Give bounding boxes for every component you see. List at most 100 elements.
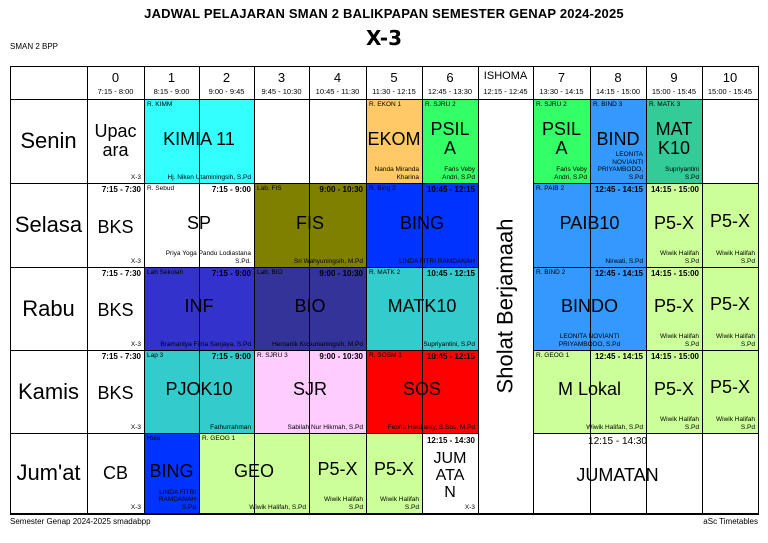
lesson-cell[interactable]: P5-X Wiwik Halifah S.Pd bbox=[366, 433, 422, 513]
grid-line bbox=[10, 433, 479, 434]
lesson-subject: SJR bbox=[254, 380, 366, 399]
lesson-cell[interactable]: R. KIMM KIMIA 11 Hj. Niken Utaminingsih, S… bbox=[144, 99, 254, 183]
grid-line bbox=[533, 66, 534, 514]
lesson-subject: P5-X bbox=[373, 458, 415, 479]
lesson-subject: P5-X bbox=[317, 458, 358, 479]
lesson-cell[interactable]: 14:15 - 15:00 P5-X Wiwik Halifah S.Pd bbox=[646, 350, 702, 433]
lesson-teacher: Bramantya Fitria Sanjaya, S.Pd bbox=[160, 340, 251, 348]
lesson-cell[interactable]: 14:15 - 15:00 P5-X Wiwik Halifah S.Pd bbox=[646, 267, 702, 350]
lesson-time: 10:45 - 12:15 bbox=[426, 352, 475, 361]
lesson-subject: JUMATAN bbox=[576, 464, 659, 485]
lesson-cell[interactable]: P5-X Wiwik Halifah S.Pd bbox=[702, 183, 758, 267]
lesson-time: 10:45 - 12:15 bbox=[426, 269, 475, 278]
footer-left: Semester Genap 2024-2025 smadabpp bbox=[10, 517, 151, 526]
day-label: Senin bbox=[20, 128, 77, 153]
lesson-time: 9:00 - 10:30 bbox=[319, 185, 363, 194]
footer-right: aSc Timetables bbox=[703, 517, 758, 526]
lesson-room: R. SOSM 1 bbox=[369, 352, 402, 359]
period-time: 9:00 - 9:45 bbox=[208, 87, 245, 96]
lesson-subject: BIO bbox=[254, 297, 366, 316]
period-time: 9:45 - 10:30 bbox=[261, 87, 302, 96]
lesson-cell[interactable]: 7:15 - 7:30 BKS X-3 bbox=[87, 350, 144, 433]
lesson-subject: P5-X bbox=[653, 379, 695, 399]
lesson-cell[interactable]: 12:15 - 14:30 JUM ATA N X-3 bbox=[422, 433, 478, 513]
period-number: 2 bbox=[222, 70, 231, 85]
lesson-subject: P5-X bbox=[709, 294, 751, 314]
lesson-subject: M Lokal bbox=[557, 379, 622, 399]
period-time: 8:15 - 9:00 bbox=[153, 87, 190, 96]
period-header: 10 15:00 - 15:45 bbox=[702, 66, 758, 99]
grid-line bbox=[10, 183, 479, 184]
lesson-time: 14:15 - 15:00 bbox=[650, 185, 699, 194]
lesson-room: Hula bbox=[147, 435, 161, 442]
lesson-time: 12:15 - 14:30 bbox=[426, 436, 475, 445]
lesson-room: R. BIND 2 bbox=[536, 269, 566, 276]
lesson-teacher: Faris Veby Andri, S.Pd bbox=[554, 166, 587, 181]
lesson-room: Lab. BIO bbox=[257, 269, 283, 276]
lesson-subject: BINDO bbox=[533, 297, 646, 316]
period-number: 1 bbox=[167, 70, 176, 85]
lesson-cell[interactable]: R. SJRU 2 PSIL A Faris Veby Andri, S.Pd bbox=[422, 99, 478, 183]
lesson-cell[interactable]: 7:15 - 7:30 BKS X-3 bbox=[87, 267, 144, 350]
class-tag: X-3 bbox=[130, 423, 141, 431]
lesson-subject: BING bbox=[399, 212, 444, 233]
grid-line bbox=[199, 66, 200, 514]
lesson-subject: P5-X bbox=[653, 212, 695, 233]
lesson-subject: BKS bbox=[97, 383, 134, 403]
lesson-subject: BKS bbox=[97, 300, 134, 320]
grid-line bbox=[702, 66, 703, 514]
grid-line bbox=[87, 66, 88, 514]
lesson-cell[interactable]: 12:15 - 14:30 JUMATAN bbox=[533, 433, 702, 513]
lesson-subject: EKOM bbox=[367, 128, 421, 149]
grid-line bbox=[144, 66, 145, 514]
lesson-cell[interactable]: Lab. BIO 9:00 - 10:30 BIO Hernanik Kusumani… bbox=[254, 267, 366, 350]
period-header: 6 12:45 - 13:30 bbox=[422, 66, 478, 99]
lesson-cell[interactable]: R. BIND 2 12:45 - 14:15 BINDO LEONITA NOVIA… bbox=[533, 267, 646, 350]
lesson-teacher: Wiwik Halifah S.Pd bbox=[715, 250, 755, 265]
lesson-subject: SOS bbox=[402, 379, 441, 399]
lesson-cell[interactable]: R. SJRU 2 PSIL A Faris Veby Andri, S.Pd bbox=[533, 99, 590, 183]
lesson-time: 7:15 - 9:00 bbox=[211, 269, 251, 278]
period-header: 7 13:30 - 14:15 bbox=[533, 66, 590, 99]
lesson-room: R. KIMM bbox=[147, 101, 173, 108]
lesson-cell[interactable]: 14:15 - 15:00 P5-X Wiwik Halifah S.Pd bbox=[646, 183, 702, 267]
lesson-cell[interactable]: R. EKON 1 EKOM Nanda Miranda Kharina bbox=[366, 99, 422, 183]
period-header: 4 10:45 - 11:30 bbox=[309, 66, 366, 99]
grid-line bbox=[10, 513, 759, 514]
lesson-cell[interactable]: Upac ara X-3 bbox=[87, 99, 144, 183]
lesson-cell[interactable]: R. GEOG 1 12:45 - 14:15 M Lokal Wiwik Halif… bbox=[533, 350, 646, 433]
lesson-teacher: Nanda Miranda Kharina bbox=[374, 166, 419, 181]
class-tag: X-3 bbox=[130, 503, 141, 511]
lesson-cell[interactable]: Hula BING LINDA FITRI RAMDANAH S.Pd bbox=[144, 433, 199, 513]
lesson-cell[interactable]: P5-X Wiwik Halifah S.Pd bbox=[309, 433, 366, 513]
lesson-cell[interactable]: P5-X Wiwik Halifah S.Pd bbox=[702, 267, 758, 350]
lesson-cell[interactable]: Lab. FIS 9:00 - 10:30 FIS Sri Wahyuningsih,… bbox=[254, 183, 366, 267]
lesson-time: 12:45 - 14:15 bbox=[594, 185, 643, 194]
lesson-subject: GEO bbox=[233, 460, 274, 481]
grid-line bbox=[758, 66, 759, 514]
lesson-teacher: Supriyantini, S.Pd bbox=[423, 340, 475, 348]
lesson-subject: JUM ATA N bbox=[433, 449, 467, 501]
lesson-cell[interactable]: R. SJRU 3 9:00 - 10:30 SJR Sabilah Nur Hikm… bbox=[254, 350, 366, 433]
period-header: 3 9:45 - 10:30 bbox=[254, 66, 309, 99]
lesson-room: Lab Sekolah bbox=[147, 269, 184, 276]
lesson-teacher: Hj. Niken Utaminingsih, S.Pd bbox=[167, 173, 251, 181]
ishoma-time: 12:15 - 12:45 bbox=[483, 87, 528, 96]
lesson-cell[interactable]: P5-X Wiwik Halifah S.Pd bbox=[702, 350, 758, 433]
lesson-cell[interactable]: R. PAIB 2 12:45 - 14:15 PAIB10 Nirwati, S.P… bbox=[533, 183, 646, 267]
lesson-cell[interactable]: R. MATK 3 MAT K10 Supriyantini S.Pd bbox=[646, 99, 702, 183]
lesson-cell[interactable]: 7:15 - 7:30 BKS X-3 bbox=[87, 183, 144, 267]
lesson-teacher: LINDA FITRI RAMDANAH bbox=[399, 257, 475, 265]
lesson-cell[interactable]: CB X-3 bbox=[87, 433, 144, 513]
lesson-cell[interactable]: R. BIND 3 BIND LEONITA NOVIANTI PRIYAMBODO… bbox=[590, 99, 646, 183]
lesson-room: R. Bing 2 bbox=[369, 185, 396, 192]
lesson-time: 7:15 - 7:30 bbox=[101, 269, 141, 278]
lesson-subject: SP bbox=[186, 212, 211, 233]
period-number: 5 bbox=[390, 70, 398, 85]
grid-line bbox=[10, 66, 11, 514]
period-time: 15:00 - 15:45 bbox=[651, 87, 697, 96]
day-label: Kamis bbox=[17, 378, 80, 404]
lesson-room: R. GEOG 1 bbox=[536, 352, 570, 359]
period-time: 14:15 - 15:00 bbox=[595, 87, 641, 96]
period-header: 1 8:15 - 9:00 bbox=[144, 66, 199, 99]
